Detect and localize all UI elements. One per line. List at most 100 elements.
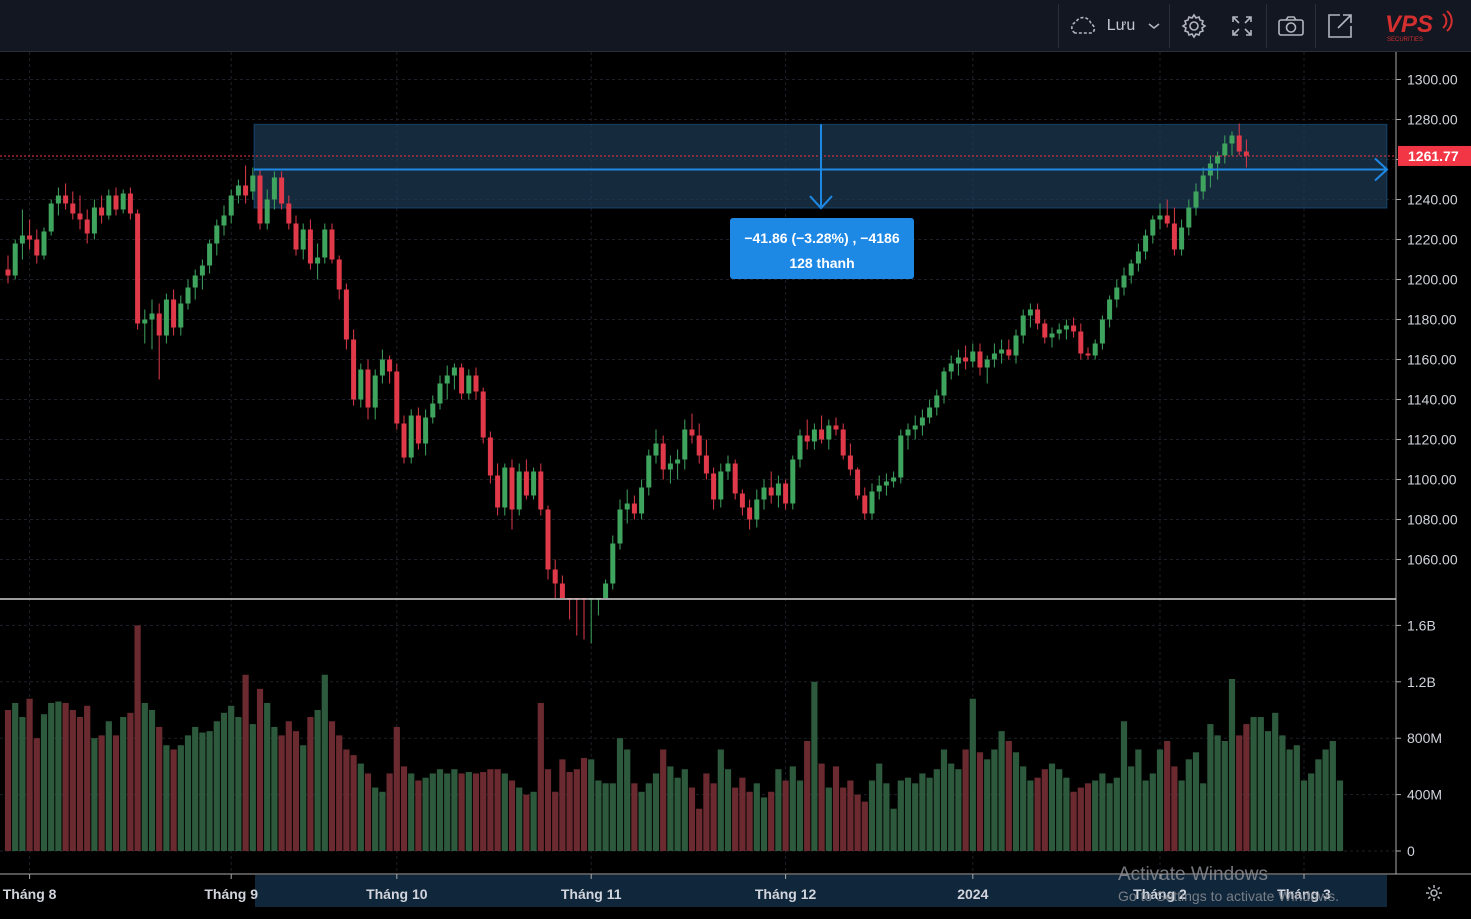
volume-bar bbox=[1135, 749, 1142, 851]
price-axis[interactable]: 1300.001280.001260.001240.001220.001200.… bbox=[1396, 72, 1458, 568]
gear-icon bbox=[1181, 13, 1207, 39]
candle-body bbox=[840, 429, 846, 456]
candle-body bbox=[307, 229, 313, 264]
candle-body bbox=[1035, 309, 1041, 324]
volume-bar bbox=[667, 766, 674, 851]
candle-body bbox=[199, 265, 205, 276]
current-price-label: 1261.77 bbox=[1408, 148, 1459, 164]
candle-body bbox=[747, 507, 753, 520]
vps-logo: VPS SECURITIES bbox=[1385, 10, 1453, 43]
volume-bar bbox=[1200, 783, 1207, 851]
candle-body bbox=[775, 483, 781, 496]
candle-body bbox=[898, 435, 904, 478]
candle-body bbox=[279, 177, 285, 204]
volume-bar bbox=[1185, 759, 1192, 851]
volume-bar bbox=[1272, 712, 1279, 851]
volume-bar bbox=[1156, 749, 1164, 851]
candle-body bbox=[379, 359, 385, 376]
candle-body bbox=[5, 269, 11, 276]
volume-bar bbox=[652, 773, 660, 851]
volume-bar bbox=[602, 783, 609, 851]
candle-body bbox=[77, 213, 83, 220]
price-tick-label: 1220.00 bbox=[1407, 232, 1458, 248]
candle-body bbox=[790, 459, 796, 504]
settings-button[interactable] bbox=[1169, 4, 1218, 48]
volume-bar bbox=[573, 769, 580, 851]
fullscreen-button[interactable] bbox=[1218, 4, 1266, 48]
candle-body bbox=[142, 319, 148, 324]
volume-bar bbox=[451, 769, 458, 851]
time-axis-highlight bbox=[255, 875, 1387, 907]
volume-bar bbox=[998, 731, 1005, 851]
volume-bar bbox=[775, 769, 782, 851]
save-layout-button[interactable]: Lưu bbox=[1059, 4, 1169, 48]
volume-bar bbox=[112, 735, 120, 851]
volume-bar bbox=[4, 710, 12, 851]
volume-bar bbox=[1142, 780, 1149, 851]
candle-body bbox=[192, 275, 198, 288]
volume-bar bbox=[1164, 741, 1171, 851]
volume-bar bbox=[674, 777, 681, 851]
candle-body bbox=[667, 463, 673, 470]
volume-bar bbox=[379, 791, 386, 851]
volume-bar bbox=[278, 735, 285, 851]
volume-bar bbox=[1178, 780, 1185, 851]
candle-body bbox=[250, 175, 256, 192]
candle-body bbox=[12, 243, 18, 276]
volume-tick-label: 800M bbox=[1407, 730, 1442, 746]
volume-bar bbox=[926, 777, 933, 851]
candle-body bbox=[387, 359, 393, 372]
svg-text:VPS: VPS bbox=[1385, 11, 1433, 38]
volume-bar bbox=[494, 769, 501, 851]
arrow-down-head bbox=[809, 195, 833, 210]
candle-body bbox=[480, 391, 486, 438]
candle-body bbox=[48, 203, 54, 232]
candle-body bbox=[178, 303, 184, 328]
candle-body bbox=[171, 299, 177, 328]
volume-tick-label: 1.6B bbox=[1407, 617, 1436, 633]
volume-bar bbox=[710, 783, 717, 851]
candle-body bbox=[1042, 323, 1048, 338]
axis-settings-icon[interactable] bbox=[1424, 883, 1444, 903]
time-axis[interactable]: Tháng 8 Tháng 9 Tháng 10 Tháng 11 Tháng 12 20… bbox=[3, 874, 1331, 902]
screenshot-button[interactable] bbox=[1266, 4, 1315, 48]
candle-body bbox=[1085, 353, 1091, 356]
candle-body bbox=[883, 481, 889, 486]
watermark-subtitle: Go to Settings to activate Windows. bbox=[1118, 888, 1339, 904]
volume-axis[interactable]: 1.6B 1.2B 800M 400M 0 bbox=[1396, 617, 1442, 859]
candle-body bbox=[293, 223, 299, 250]
volume-bar bbox=[76, 717, 84, 851]
candle-body bbox=[365, 369, 371, 408]
volume-bar bbox=[732, 787, 739, 851]
volume-bar bbox=[393, 726, 400, 851]
candle-body bbox=[1006, 349, 1012, 356]
candle-body bbox=[941, 371, 947, 396]
volume-bar bbox=[415, 780, 422, 851]
candle-body bbox=[106, 195, 112, 216]
candle-body bbox=[221, 215, 227, 226]
volume-bar bbox=[746, 791, 753, 851]
volume-bar bbox=[904, 777, 912, 851]
candle-body bbox=[948, 363, 954, 372]
camera-icon bbox=[1278, 16, 1304, 36]
price-chart[interactable]: 1300.001280.001260.001240.001220.001200.… bbox=[0, 52, 1471, 919]
volume-bar bbox=[163, 745, 170, 851]
volume-bar bbox=[1056, 769, 1063, 851]
volume-bar bbox=[688, 787, 696, 851]
volume-bar bbox=[343, 749, 350, 851]
candle-body bbox=[1020, 315, 1026, 336]
volume-bar bbox=[1005, 741, 1012, 851]
candle-body bbox=[1128, 263, 1134, 276]
popout-button[interactable] bbox=[1315, 4, 1364, 48]
volume-bar bbox=[1243, 724, 1250, 851]
volume-bar bbox=[580, 757, 588, 851]
price-tick-label: 1160.00 bbox=[1407, 352, 1457, 368]
volume-bar bbox=[1336, 780, 1344, 851]
volume-bar bbox=[134, 625, 141, 851]
volume-bar bbox=[256, 688, 264, 851]
volume-bar bbox=[350, 755, 357, 851]
volume-bar bbox=[969, 698, 976, 851]
volume-bar bbox=[1084, 783, 1092, 851]
volume-bar bbox=[372, 787, 379, 851]
volume-bar bbox=[544, 769, 552, 851]
